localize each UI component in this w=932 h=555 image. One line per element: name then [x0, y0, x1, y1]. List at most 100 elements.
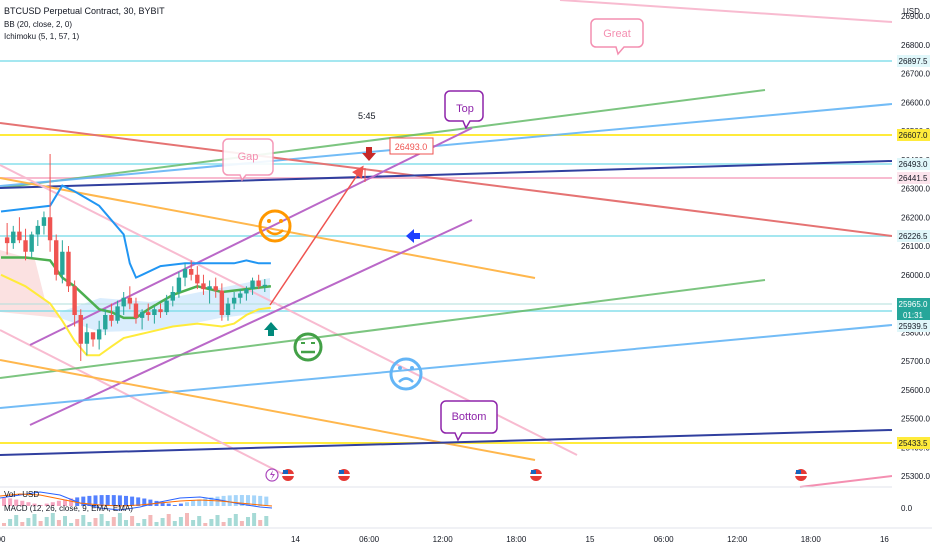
indicator-ichimoku[interactable]: Ichimoku (5, 1, 57, 1): [4, 32, 79, 41]
bb-series-line: [0, 184, 271, 279]
arrow-up-green-icon[interactable]: [264, 322, 278, 336]
trendline-purple-lower[interactable]: [29, 219, 473, 426]
candle-40: [250, 277, 255, 295]
y-tick-label: 26700.0: [901, 70, 930, 79]
macd-bar: [20, 500, 25, 506]
trendline-green-lower[interactable]: [0, 279, 766, 379]
trendline-navy-lower[interactable]: [0, 429, 893, 456]
macd-bar: [246, 495, 250, 506]
candle-0: [4, 223, 10, 255]
volume-bar: [185, 513, 189, 526]
candle-28: [176, 271, 182, 298]
volume-bar: [246, 517, 250, 526]
macd-bar: [148, 499, 153, 506]
y-tick-label: 25700.0: [901, 357, 930, 366]
macd-bar: [185, 502, 189, 506]
trendline-blue-upper[interactable]: [0, 103, 893, 187]
trendline-blue-lower[interactable]: [0, 324, 893, 409]
x-tick-label: 12:00: [727, 535, 748, 544]
trendline-red[interactable]: [0, 122, 893, 237]
badge-26441[interactable]: 26441.5: [897, 172, 930, 184]
volume-bar: [93, 518, 98, 526]
sad-emoji-icon[interactable]: [389, 357, 423, 391]
volume-bar: [197, 516, 202, 526]
volume-bar: [69, 523, 74, 526]
time-axis[interactable]: [0, 528, 932, 550]
badge-26493[interactable]: 26493.0: [897, 158, 930, 170]
neutral-emoji-icon[interactable]: [293, 332, 323, 362]
badge-25939-text: 25939.5: [899, 322, 928, 331]
bubble-gap-text: Gap: [238, 151, 259, 163]
indicator-bb[interactable]: BB (20, close, 2, 0): [4, 20, 72, 29]
macd-bar: [63, 499, 67, 506]
trendline-pink-lower[interactable]: [0, 329, 286, 476]
badge-26897[interactable]: 26897.5: [897, 55, 930, 67]
macd-bar: [227, 495, 232, 506]
trendline-pink-top[interactable]: [559, 0, 893, 23]
event-us-flag-icon-1[interactable]: [282, 469, 294, 481]
volume-bar: [209, 519, 214, 526]
axis-currency-label: USD: [903, 7, 920, 16]
badge-current-price[interactable]: 25965.0 01:31: [897, 298, 930, 322]
event-us-flag-icon-4[interactable]: [795, 469, 807, 481]
trendline-navy-upper[interactable]: [0, 160, 893, 189]
badge-26897-text: 26897.5: [899, 57, 928, 66]
candle-14: [90, 332, 96, 347]
y-tick-label: 25300.0: [901, 472, 930, 481]
macd-label[interactable]: MACD (12, 26, close, 9, EMA, EMA): [4, 504, 133, 513]
smile-emoji-icon[interactable]: [258, 209, 292, 243]
bubble-top[interactable]: Top: [444, 90, 484, 130]
projection-arrow[interactable]: [269, 165, 364, 306]
macd-bar: [2, 497, 6, 506]
macd-bar: [264, 496, 269, 506]
macd-bar: [203, 498, 208, 506]
target-price-callout[interactable]: 26493.0: [389, 137, 434, 155]
volume-bar: [221, 522, 226, 526]
candle-35: [219, 283, 225, 321]
candle-6: [41, 211, 47, 235]
candle-23: [146, 303, 151, 321]
volume-bar: [63, 516, 67, 526]
badge-26226[interactable]: 26226.5: [897, 230, 930, 242]
trendline-green-upper[interactable]: [0, 89, 766, 189]
trendline-pink-bottom[interactable]: [799, 475, 893, 488]
macd-bar: [191, 500, 196, 506]
macd-bar: [197, 499, 202, 506]
macd-bar: [105, 495, 110, 506]
arrow-left-blue-icon[interactable]: [406, 229, 420, 243]
volume-bar: [56, 520, 61, 526]
arrow-down-red-icon[interactable]: [362, 147, 376, 161]
volume-bar: [258, 520, 263, 526]
badge-25939[interactable]: 25939.5: [897, 320, 930, 332]
badge-26607[interactable]: 26607.0: [897, 129, 930, 141]
event-lightning-icon[interactable]: [265, 468, 279, 482]
macd-bar: [136, 497, 141, 506]
candle-24: [152, 306, 157, 324]
volume-label[interactable]: Vol · USD: [4, 490, 39, 499]
badge-26226-text: 26226.5: [899, 232, 928, 241]
candle-33: [207, 280, 212, 304]
bubble-great[interactable]: Great: [590, 18, 644, 56]
macd-bar: [38, 505, 43, 506]
bubble-bottom-text: Bottom: [452, 411, 487, 423]
bubble-bottom[interactable]: Bottom: [440, 400, 498, 442]
event-us-flag-icon-2[interactable]: [338, 469, 350, 481]
y-tick-label: 26600.0: [901, 98, 930, 107]
candle-12: [78, 309, 83, 361]
x-axis-ticks: 001406:0012:0018:001506:0012:0018:001606…: [0, 535, 889, 544]
volume-bar: [264, 516, 269, 526]
volume-bar: [20, 522, 25, 526]
bubble-great-text: Great: [603, 28, 631, 40]
macd-bar: [124, 495, 128, 506]
candle-9: [60, 240, 65, 284]
candle-2: [17, 217, 22, 244]
macd-bar: [178, 503, 183, 506]
badge-25433[interactable]: 25433.5: [897, 437, 930, 449]
candle-17: [109, 303, 114, 327]
bubble-gap[interactable]: Gap: [222, 138, 274, 182]
volume-bar: [136, 523, 141, 526]
event-us-flag-icon-3[interactable]: [530, 469, 542, 481]
trendline-purple-upper[interactable]: [29, 127, 473, 346]
